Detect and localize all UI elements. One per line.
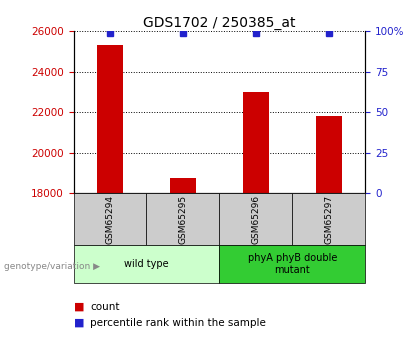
Bar bbox=[170, 178, 196, 193]
Bar bbox=[220, 193, 292, 245]
Text: GSM65297: GSM65297 bbox=[324, 195, 333, 244]
Text: count: count bbox=[90, 302, 120, 312]
Text: wild type: wild type bbox=[124, 259, 169, 269]
Text: percentile rank within the sample: percentile rank within the sample bbox=[90, 318, 266, 327]
Bar bbox=[74, 245, 220, 283]
Bar bbox=[220, 245, 365, 283]
Text: ■: ■ bbox=[74, 318, 84, 327]
Text: GSM65296: GSM65296 bbox=[252, 195, 260, 244]
Bar bbox=[292, 193, 365, 245]
Text: ■: ■ bbox=[74, 302, 84, 312]
Text: GSM65295: GSM65295 bbox=[178, 195, 187, 244]
Bar bbox=[243, 92, 269, 193]
Bar bbox=[316, 116, 342, 193]
Bar bbox=[97, 45, 123, 193]
Bar bbox=[147, 193, 220, 245]
Title: GDS1702 / 250385_at: GDS1702 / 250385_at bbox=[143, 16, 296, 30]
Text: phyA phyB double
mutant: phyA phyB double mutant bbox=[248, 253, 337, 275]
Bar bbox=[74, 193, 147, 245]
Text: GSM65294: GSM65294 bbox=[105, 195, 115, 244]
Text: genotype/variation ▶: genotype/variation ▶ bbox=[4, 262, 100, 271]
